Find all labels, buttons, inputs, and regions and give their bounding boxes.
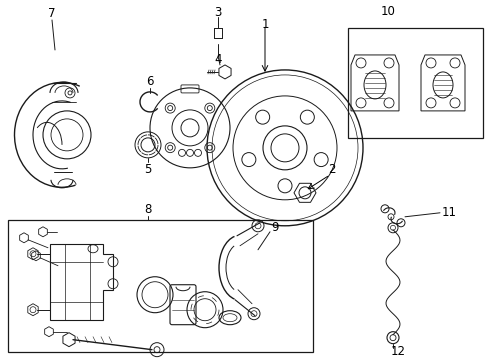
Text: 11: 11	[441, 206, 456, 219]
Text: 7: 7	[48, 8, 56, 21]
Text: 9: 9	[271, 221, 278, 234]
Bar	[8, 220, 312, 352]
Text: 3: 3	[214, 6, 221, 19]
Bar	[347, 28, 482, 138]
Text: 10: 10	[380, 5, 395, 18]
Text: 6: 6	[146, 76, 153, 89]
Text: 5: 5	[144, 163, 151, 176]
Text: 1: 1	[261, 18, 268, 31]
Text: 4: 4	[214, 53, 221, 67]
Text: 2: 2	[327, 163, 335, 176]
Text: 12: 12	[390, 345, 405, 358]
Text: 8: 8	[144, 203, 151, 216]
